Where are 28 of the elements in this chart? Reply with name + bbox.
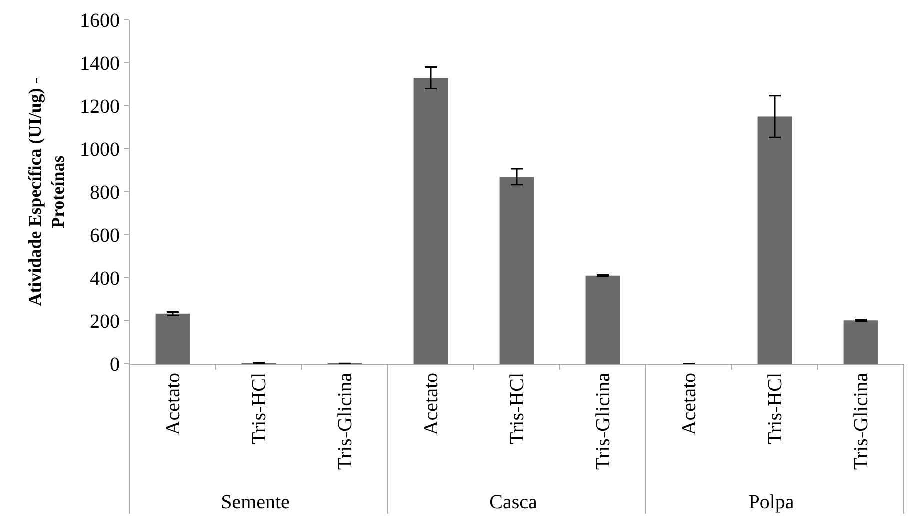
x-tick-label: Tris-Glicina (334, 372, 356, 470)
x-tick-label: Tris-HCl (764, 372, 786, 445)
bar (500, 176, 534, 364)
y-axis-title: Atividade Específica (UI/ug) - Proteínas (24, 78, 68, 306)
x-tick-label: Tris-HCl (248, 372, 270, 445)
x-tick-label: Acetato (162, 373, 184, 436)
y-tick-label: 1200 (80, 96, 120, 118)
text: Semente (221, 491, 290, 514)
x-tick-label: Tris-HCl (506, 372, 528, 445)
text: Casca (490, 491, 538, 514)
bar (156, 314, 190, 364)
x-tick-label: Tris-Glicina (592, 372, 614, 470)
bar (586, 276, 620, 364)
x-tick-label: Acetato (420, 373, 442, 436)
y-tick-label: 400 (90, 268, 120, 290)
y-tick-label: 600 (90, 225, 120, 247)
y-tick-label: 800 (90, 182, 120, 204)
bar (758, 116, 792, 364)
y-tick-label: 1600 (80, 10, 120, 32)
text: Polpa (748, 491, 794, 514)
bar (414, 78, 448, 364)
y-tick-label: 0 (110, 354, 120, 376)
y-tick-label: 1000 (80, 139, 120, 161)
bar (844, 320, 878, 364)
x-tick-label: Tris-Glicina (850, 372, 872, 470)
x-tick-label: Acetato (678, 373, 700, 436)
y-tick-label: 200 (90, 311, 120, 333)
y-tick-label: 1400 (80, 53, 120, 75)
